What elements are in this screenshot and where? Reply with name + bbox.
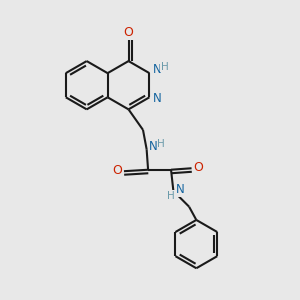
Text: H: H (167, 191, 175, 201)
Text: O: O (194, 161, 204, 174)
Text: H: H (161, 62, 169, 72)
Text: N: N (149, 140, 158, 153)
Text: N: N (176, 183, 184, 196)
Text: O: O (124, 26, 134, 39)
Text: N: N (152, 92, 161, 105)
Text: N: N (152, 63, 161, 76)
Text: H: H (158, 139, 165, 149)
Text: O: O (112, 164, 122, 177)
